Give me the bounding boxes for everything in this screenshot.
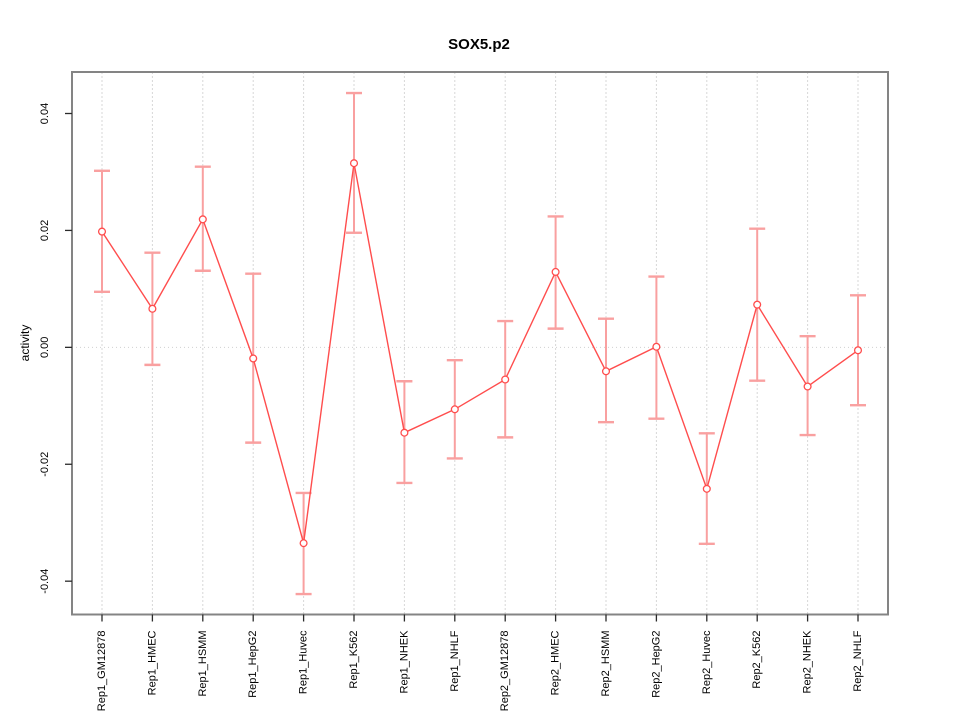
x-tick-label: Rep2_Huvec: [701, 630, 713, 694]
y-tick-label: -0.04: [39, 569, 51, 594]
y-axis-label: activity: [18, 325, 32, 362]
x-tick-label: Rep2_GM12878: [499, 631, 511, 712]
y-tick-label: 0.04: [39, 103, 51, 124]
data-point-marker: [753, 300, 762, 309]
x-tick-label: Rep1_K562: [348, 631, 360, 689]
data-point-marker: [501, 375, 510, 384]
data-point-marker: [198, 215, 207, 224]
series-line: [101, 163, 859, 544]
data-point-marker: [97, 227, 107, 236]
data-point-marker: [551, 267, 560, 276]
data-point-marker: [803, 382, 812, 391]
data-point-marker: [299, 539, 308, 548]
data-point-marker: [652, 342, 661, 351]
data-point-marker: [702, 484, 711, 493]
x-tick-label: Rep1_NHLF: [449, 630, 461, 691]
x-tick-label: Rep2_K562: [751, 631, 763, 689]
data-point-marker: [450, 405, 459, 414]
x-tick-label: Rep2_HepG2: [650, 631, 662, 698]
x-tick-label: Rep1_HepG2: [247, 631, 259, 698]
data-point-marker: [853, 346, 863, 355]
data-point-marker: [148, 304, 157, 313]
data-point-marker: [249, 354, 258, 363]
x-tick-label: Rep1_HSMM: [197, 631, 209, 697]
plot-border: [71, 71, 889, 616]
x-tick-label: Rep1_HMEC: [146, 630, 158, 695]
errorbar-layer: [94, 91, 866, 596]
grid-layer: [72, 72, 888, 615]
data-point-marker: [400, 428, 409, 437]
marker-layer: [97, 159, 863, 548]
y-tick-label: -0.02: [39, 452, 51, 477]
x-tick-label: Rep2_NHEK: [802, 630, 814, 694]
y-tick-label: 0.00: [39, 337, 51, 358]
data-point-marker: [601, 367, 611, 376]
x-tick-label: Rep1_GM12878: [96, 631, 108, 712]
x-tick-label: Rep2_NHLF: [852, 630, 864, 691]
data-point-marker: [349, 159, 359, 168]
x-tick-label: Rep1_Huvec: [298, 630, 310, 694]
x-tick-label: Rep2_HMEC: [550, 630, 562, 695]
series-layer: [101, 163, 859, 544]
axis-layer: -0.04 -0.02 0.00 0.02 0.04 Rep1_GM12878 Rep1_H…: [39, 71, 889, 712]
chart-title: SOX5.p2: [448, 36, 510, 53]
x-tick-label: Rep1_NHEK: [398, 630, 410, 694]
y-tick-label: 0.02: [39, 220, 51, 241]
x-tick-label: Rep2_HSMM: [600, 631, 612, 697]
